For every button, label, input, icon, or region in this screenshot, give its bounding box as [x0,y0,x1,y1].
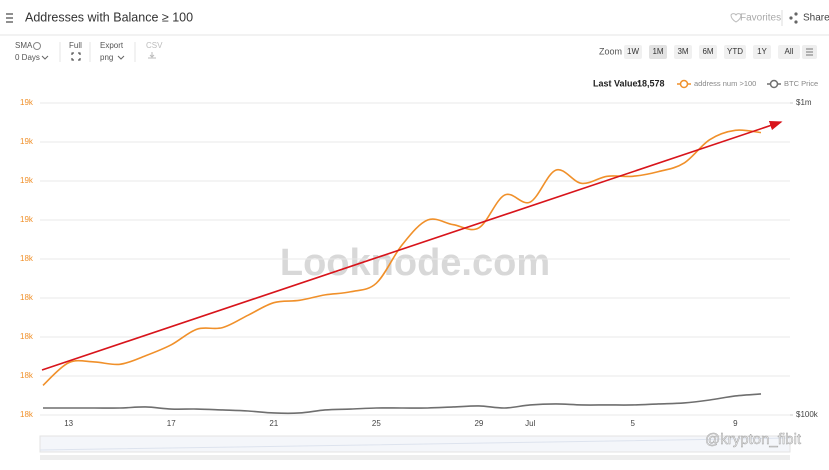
fullscreen-icon[interactable] [71,52,81,61]
x-tick-label: 17 [167,419,176,428]
y-tick-label: 19k [20,137,34,146]
export-format[interactable]: png [100,53,113,62]
y-tick-label: 18k [20,254,34,263]
export-label: Export [100,41,124,50]
zoom-button[interactable] [674,45,692,59]
y-tick-label: 18k [20,332,34,341]
legend-marker[interactable] [769,79,779,89]
zoom-button[interactable] [778,45,800,59]
y-tick-label: 18k [20,293,34,302]
trend-arrow [41,121,783,371]
heart-icon[interactable] [730,13,742,23]
menu-icon[interactable] [6,13,13,23]
chevron [41,55,49,60]
zoom-button-label[interactable]: 1W [627,47,639,56]
menu-button-icon [806,48,813,56]
zoom-button-label[interactable]: 6M [702,47,713,56]
y-tick-label: 18k [20,410,34,419]
navigator-line [39,437,791,451]
x-tick-label: 29 [474,419,483,428]
zoom-buttons: 1W 1M 3M 6M YTD 1Y All [624,45,800,59]
y-tick-label: 18k [20,371,34,380]
y2-tick-label: $1m [796,98,812,107]
share-icon[interactable] [789,12,798,24]
sma-label: SMA [15,41,33,50]
y2-tick-label: $100k [796,410,819,419]
legend-marker[interactable] [679,79,689,89]
y-tick-label: 19k [20,215,34,224]
zoom-label: Zoom [599,46,622,56]
zoom-button[interactable] [753,45,771,59]
y-tick-label: 19k [20,98,34,107]
csv-label[interactable]: CSV [146,41,163,50]
x-tick-label: Jul [525,419,535,428]
x-tick-label: 9 [733,419,738,428]
zoom-button-label[interactable]: YTD [727,47,743,56]
zoom-button[interactable] [724,45,746,59]
legend-label[interactable]: address num >100 [694,79,756,88]
sma-value[interactable]: 0 Days [15,53,40,62]
zoom-button[interactable] [649,45,667,59]
plot: 18k 18k 18k 18k 18k 19k 19k 19k 19k $100k $1m 13 17 2… [20,79,819,428]
legend-label[interactable]: BTC Price [784,79,818,88]
zoom-button-label[interactable]: 1Y [757,47,767,56]
x-tick-label: 5 [631,419,636,428]
x-tick-label: 25 [372,419,381,428]
series-line [42,129,762,386]
zoom-button[interactable] [624,45,642,59]
chevron [117,55,125,60]
last-value: 18,578 [637,78,665,88]
share[interactable]: Share [803,13,829,24]
scrollbar[interactable] [40,455,790,460]
zoom-button-label[interactable]: All [785,47,794,56]
series-line [43,393,762,415]
x-tick-label: 21 [269,419,278,428]
page-title: Addresses with Balance ≥ 100 [25,10,193,24]
x-tick-label: 13 [64,419,73,428]
zoom-button-label[interactable]: 1M [652,47,663,56]
favorites[interactable]: Favorites [740,13,781,24]
zoom-button-label[interactable]: 3M [677,47,688,56]
download-icon [148,52,156,59]
info-icon[interactable] [33,42,41,50]
y-tick-label: 19k [20,176,34,185]
last-value-label: Last Value: [593,78,641,88]
full-label: Full [69,41,82,50]
watermark: Looknode.com [280,242,550,284]
watermark: @krypton_fibit [705,431,802,448]
zoom-button[interactable] [699,45,717,59]
